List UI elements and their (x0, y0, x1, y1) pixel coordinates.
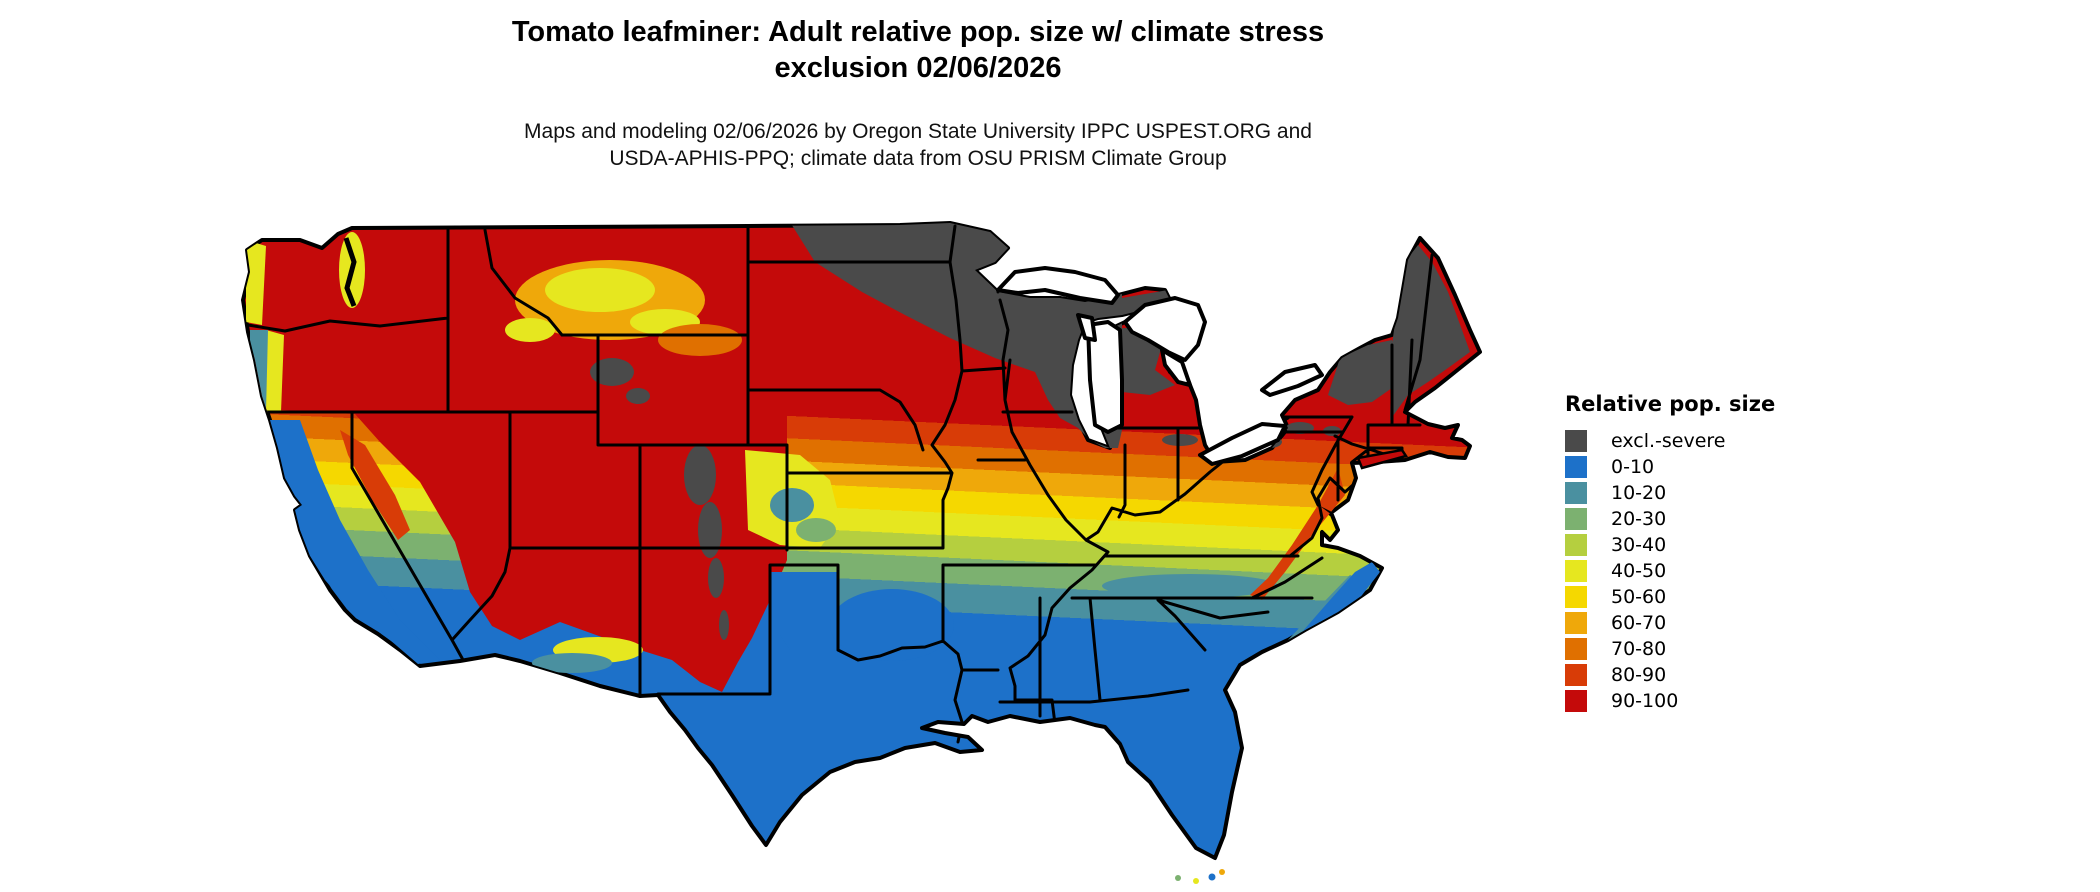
legend-item-30-40: 30-40 (1565, 532, 1865, 558)
lake-superior (996, 266, 1120, 305)
legend: Relative pop. size excl.-severe 0-10 10-20… (1565, 392, 1865, 714)
region-tx-panhandle-low (770, 572, 838, 650)
region-or-coast-yellow (266, 330, 284, 412)
legend-item-80-90: 80-90 (1565, 662, 1865, 688)
region-or-coast-teal (250, 330, 268, 412)
legend-label: 20-30 (1611, 508, 1667, 530)
lake-erie (1198, 422, 1287, 466)
legend-swatch-10-20 (1565, 482, 1587, 504)
risk-region-overlays (243, 223, 1470, 744)
legend-swatch-excl.-severe (1565, 430, 1587, 452)
exclusion-adirondacks (1328, 340, 1398, 405)
legend-rows: excl.-severe 0-10 10-20 20-30 30-40 40-50 50-6… (1565, 428, 1865, 714)
lake-ontario (1260, 363, 1324, 397)
lake-huron (1123, 296, 1207, 362)
exclusion-nm-range-1 (708, 558, 724, 598)
legend-swatch-90-100 (1565, 690, 1587, 712)
long-island (1356, 448, 1409, 470)
region-sierra (340, 430, 410, 540)
region-mt-yellow (545, 268, 655, 312)
legend-label: 30-40 (1611, 534, 1667, 556)
exclusion-yellowstone (590, 358, 634, 386)
legend-label: 40-50 (1611, 560, 1667, 582)
great-lakes (996, 266, 1324, 466)
exclusion-oh-pocket-1 (1162, 434, 1198, 446)
region-wa-coast (246, 240, 266, 325)
page-title: Tomato leafminer: Adult relative pop. si… (268, 14, 1568, 86)
region-az-teal-fringe (532, 653, 612, 673)
legend-item-40-50: 40-50 (1565, 558, 1865, 584)
region-wy-orange (658, 324, 742, 356)
region-california-low (258, 420, 440, 664)
legend-title: Relative pop. size (1565, 392, 1776, 416)
subtitle-line-2: USDA-APHIS-PPQ; climate data from OSU PR… (609, 147, 1227, 170)
exclusion-wy-range (626, 388, 650, 404)
legend-swatch-40-50 (1565, 560, 1587, 582)
region-tn-teal (1102, 574, 1278, 598)
map-attribution: Maps and modeling 02/06/2026 by Oregon S… (318, 118, 1518, 172)
exclusion-co-rockies-2 (698, 502, 722, 558)
legend-label: 90-100 (1611, 690, 1679, 712)
saginaw-bay (1160, 348, 1192, 387)
exclusion-co-rockies-1 (684, 445, 716, 505)
title-line-1: Tomato leafminer: Adult relative pop. si… (511, 16, 1325, 48)
region-appalachia-high (1250, 468, 1345, 600)
title-line-2: exclusion 02/06/2026 (774, 52, 1062, 84)
region-ok-low (830, 589, 954, 661)
legend-item-60-70: 60-70 (1565, 610, 1865, 636)
legend-label: 70-80 (1611, 638, 1667, 660)
legend-label: excl.-severe (1611, 430, 1726, 452)
legend-item-excl.-severe: excl.-severe (1565, 428, 1865, 454)
state-borders (246, 224, 1434, 744)
legend-item-10-20: 10-20 (1565, 480, 1865, 506)
legend-item-20-30: 20-30 (1565, 506, 1865, 532)
lake-michigan (1086, 320, 1124, 434)
legend-item-50-60: 50-60 (1565, 584, 1865, 610)
legend-swatch-0-10 (1565, 456, 1587, 478)
legend-swatch-60-70 (1565, 612, 1587, 634)
legend-swatch-50-60 (1565, 586, 1587, 608)
region-co-east-teal (770, 488, 814, 522)
legend-item-90-100: 90-100 (1565, 688, 1865, 714)
us-landmass (241, 221, 1482, 860)
exclusion-nm-range-2 (719, 610, 729, 640)
legend-label: 50-60 (1611, 586, 1667, 608)
legend-label: 10-20 (1611, 482, 1667, 504)
legend-item-0-10: 0-10 (1565, 454, 1865, 480)
legend-item-70-80: 70-80 (1565, 636, 1865, 662)
subtitle-line-1: Maps and modeling 02/06/2026 by Oregon S… (524, 120, 1312, 143)
legend-swatch-80-90 (1565, 664, 1587, 686)
legend-label: 60-70 (1611, 612, 1667, 634)
legend-label: 0-10 (1611, 456, 1655, 478)
region-id-yellow (505, 318, 555, 342)
legend-label: 80-90 (1611, 664, 1667, 686)
region-interior-west-high (243, 355, 787, 692)
region-co-east-green (796, 518, 836, 542)
green-bay (1076, 313, 1097, 342)
legend-swatch-20-30 (1565, 508, 1587, 530)
puget-sound (343, 237, 357, 307)
legend-swatch-30-40 (1565, 534, 1587, 556)
legend-swatch-70-80 (1565, 638, 1587, 660)
florida-keys (1175, 869, 1225, 884)
